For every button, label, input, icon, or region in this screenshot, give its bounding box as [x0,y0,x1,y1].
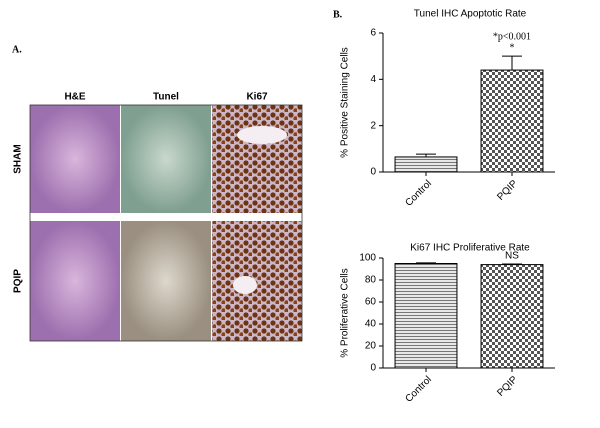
annotation: *p<0.001 [493,31,531,42]
y-tick-label: 100 [359,253,376,264]
y-tick-label: 6 [370,28,376,39]
x-tick-label: Control [403,374,434,405]
column-label: Ki67 [246,92,268,103]
bar [480,264,544,369]
y-tick-label: 40 [365,319,377,330]
y-tick-label: 20 [365,341,377,352]
error-bar [416,153,436,157]
annotation: NS [505,251,519,262]
y-axis-label: % Proliferative Cells [340,268,351,357]
y-axis-label: % Positive Staining Cells [340,47,351,158]
error-bar [502,55,522,71]
y-tick-label: 2 [370,120,376,131]
panel-label: A. [12,44,22,55]
y-tick-label: 4 [370,74,376,85]
y-tick-label: 0 [370,363,376,374]
row-label: PQIP [13,269,24,293]
chart-title: Tunel IHC Apoptotic Rate [414,9,527,20]
bar [480,69,544,173]
error-bar [502,263,522,265]
row-label: SHAM [13,144,24,173]
error-bar [416,262,436,264]
x-tick-label: Control [403,178,434,209]
x-tick-label: PQIP [495,374,520,399]
column-label: H&E [64,92,85,103]
column-label: Tunel [153,92,179,103]
bar [394,263,458,369]
bar [394,156,458,173]
panel-label: B. [333,9,343,20]
y-tick-label: 0 [370,167,376,178]
x-tick-label: PQIP [495,178,520,203]
chart-title: Ki67 IHC Proliferative Rate [410,243,530,254]
histology-images [29,104,303,342]
y-tick-label: 80 [365,275,377,286]
annotation: * [510,42,515,53]
y-tick-label: 60 [365,297,377,308]
